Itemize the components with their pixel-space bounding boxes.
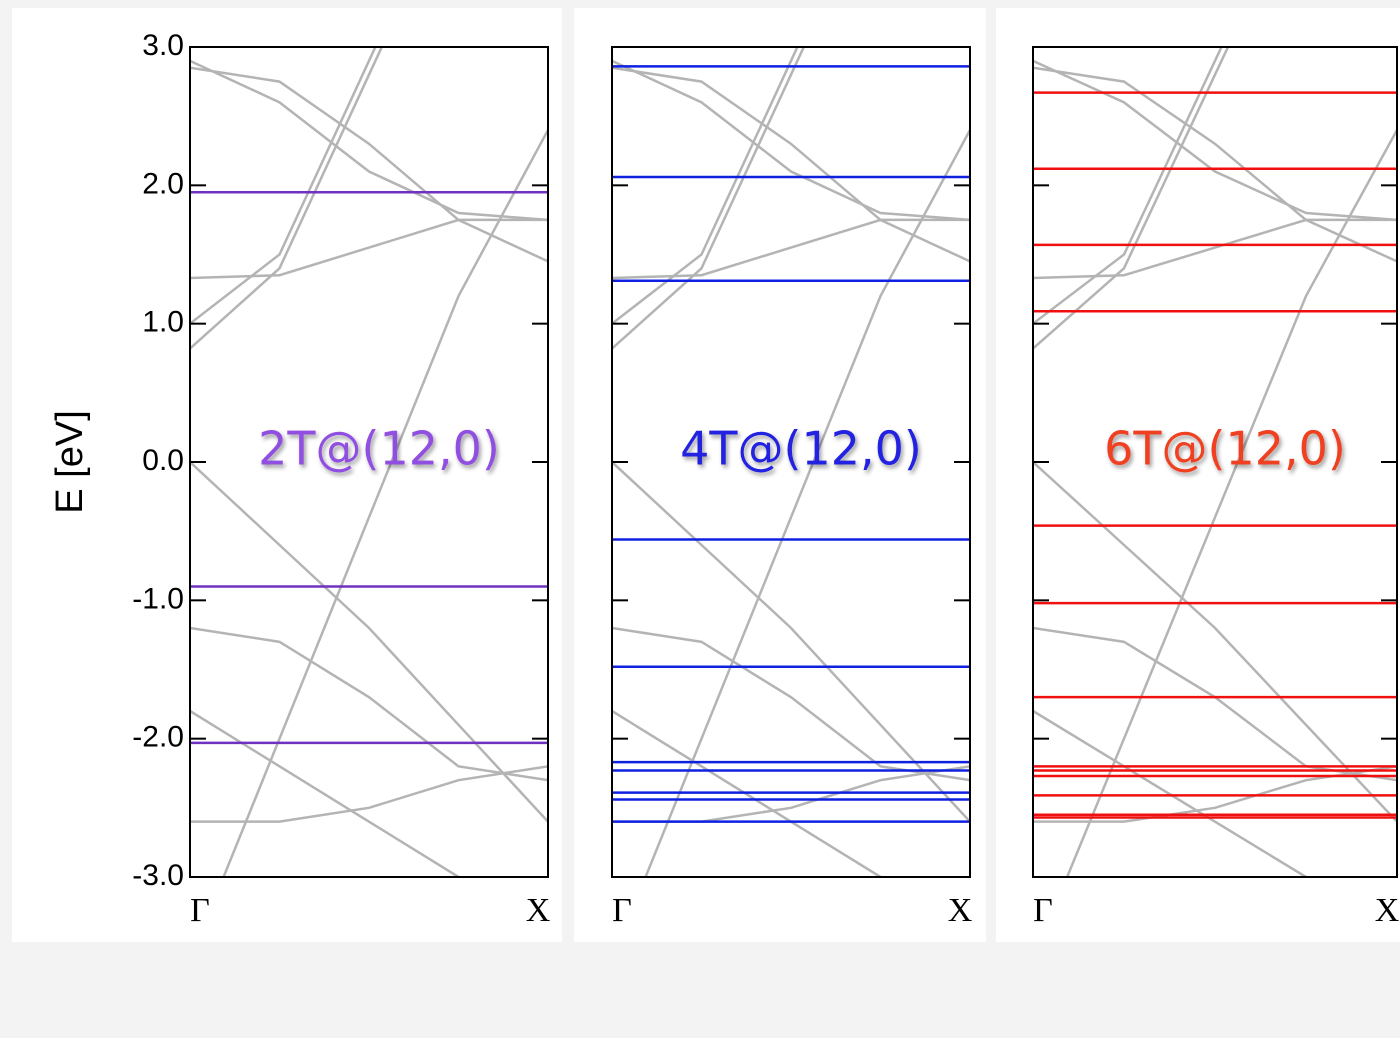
panel-label: 2T@(12,0): [258, 422, 500, 476]
band-line: [612, 59, 970, 222]
band-line: [1033, 218, 1397, 280]
y-tick-label: 1.0: [142, 306, 184, 339]
plot-area: [190, 47, 548, 877]
band-line: [612, 461, 970, 823]
x-tick-label: X: [526, 892, 551, 929]
panel-bg: [12, 8, 562, 942]
band-line: [190, 709, 461, 877]
x-tick-label: X: [948, 892, 973, 929]
band-line: [1033, 59, 1397, 222]
band-line: [222, 129, 548, 877]
panel-bg: [996, 8, 1400, 942]
panel-label: 6T@(12,0): [1104, 422, 1346, 476]
band-line: [612, 47, 806, 350]
band-line: [1033, 461, 1397, 823]
band-line: [1065, 129, 1397, 877]
band-line: [190, 218, 548, 280]
band-line: [612, 218, 970, 280]
x-tick-label: Γ: [190, 892, 210, 929]
panel-label: 4T@(12,0): [680, 422, 922, 476]
x-tick-label: Γ: [612, 892, 632, 929]
band-line: [190, 47, 384, 350]
plot-area: [1033, 47, 1397, 877]
band-line: [190, 66, 548, 263]
band-line: [612, 66, 970, 263]
y-tick-label: 2.0: [142, 167, 184, 200]
band-line: [190, 461, 548, 823]
x-tick-label: X: [1375, 892, 1400, 929]
x-tick-label: Γ: [1033, 892, 1053, 929]
band-line: [644, 129, 970, 877]
y-tick-label: 0.0: [142, 444, 184, 477]
band-line: [1033, 47, 1230, 350]
band-line: [1033, 47, 1223, 325]
y-axis-title: E [eV]: [49, 410, 91, 514]
band-line: [190, 47, 377, 325]
band-line: [1033, 66, 1397, 263]
y-tick-label: -1.0: [132, 582, 184, 615]
y-tick-label: -2.0: [132, 721, 184, 754]
band-line: [1033, 709, 1309, 877]
band-line: [612, 47, 799, 325]
y-tick-label: 3.0: [142, 29, 184, 62]
plot-area: [612, 47, 970, 877]
band-line: [190, 765, 548, 823]
band-line: [190, 59, 548, 222]
y-tick-label: -3.0: [132, 859, 184, 892]
band-line: [190, 626, 548, 782]
